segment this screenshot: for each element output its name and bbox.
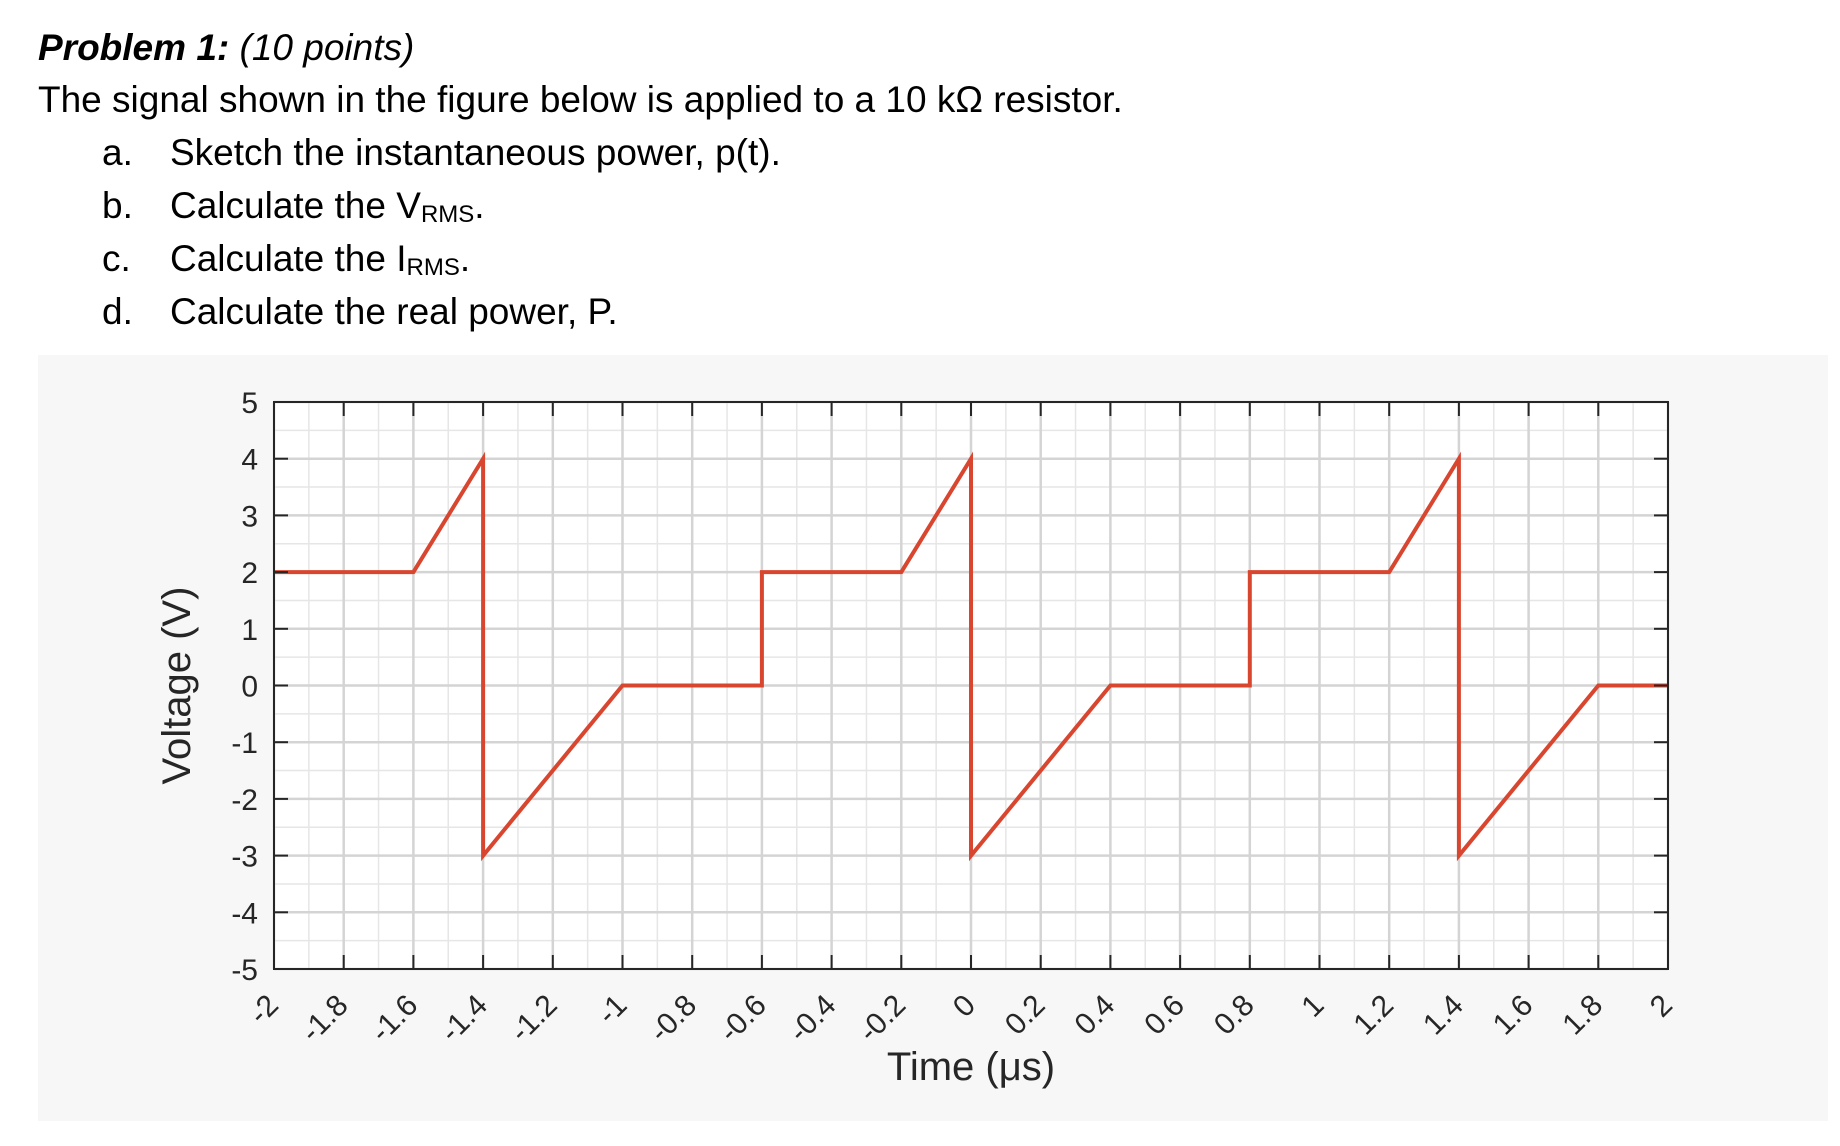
question-letter: b. <box>102 185 133 226</box>
y-tick-label: 0 <box>241 671 258 704</box>
x-tick-label: -0.6 <box>713 989 773 1049</box>
problem-title: Problem 1: (10 points) <box>38 22 1638 74</box>
question-list: a. Sketch the instantaneous power, p(t). … <box>38 126 1638 338</box>
question-text-main: Sketch the instantaneous power, p(t). <box>170 132 781 173</box>
x-tick-label: 0.8 <box>1208 989 1261 1042</box>
problem-statement: Problem 1: (10 points) The signal shown … <box>38 22 1638 338</box>
question-subscript: RMS <box>406 254 460 281</box>
x-tick-label: 0.4 <box>1069 989 1122 1042</box>
x-tick-label: 1.8 <box>1556 989 1609 1042</box>
y-tick-label: 5 <box>241 387 258 420</box>
x-tick-label: 1 <box>1295 989 1330 1024</box>
question-text: Calculate the real power, P. <box>170 285 618 347</box>
y-tick-label: 1 <box>241 614 258 647</box>
x-tick-label: 0 <box>947 989 982 1024</box>
x-tick-label: -1 <box>591 989 633 1031</box>
x-tick-label: 1.2 <box>1347 989 1400 1042</box>
problem-heading: Problem 1: <box>38 27 230 68</box>
question-text: Calculate the IRMS. <box>170 232 470 294</box>
x-tick-label: 0.6 <box>1138 989 1191 1042</box>
question-text-end: . <box>474 185 485 226</box>
x-tick-label: -1.6 <box>364 989 424 1049</box>
x-tick-label: -1.8 <box>295 989 355 1049</box>
x-axis-label: Time (μs) <box>887 1045 1055 1089</box>
question-item: d. Calculate the real power, P. <box>38 285 1638 338</box>
y-tick-label: -4 <box>231 897 258 930</box>
x-tick-label: -1.4 <box>434 989 494 1049</box>
x-tick-label: -0.2 <box>852 989 912 1049</box>
question-item: c. Calculate the IRMS. <box>38 232 1638 285</box>
x-tick-label: -2 <box>243 989 285 1031</box>
y-tick-label: -3 <box>231 841 258 874</box>
problem-points: (10 points) <box>239 27 415 68</box>
data-series-line <box>274 451 1668 862</box>
question-letter: d. <box>102 291 133 332</box>
x-tick-label: 1.6 <box>1487 989 1540 1042</box>
y-tick-label: -1 <box>231 727 258 760</box>
x-tick-label: -0.8 <box>643 989 703 1049</box>
problem-intro: The signal shown in the figure below is … <box>38 79 1123 120</box>
question-item: a. Sketch the instantaneous power, p(t). <box>38 126 1638 179</box>
x-tick-label: 0.2 <box>999 989 1052 1042</box>
y-tick-label: 2 <box>241 557 258 590</box>
y-tick-label: -2 <box>231 784 258 817</box>
x-tick-label: 1.4 <box>1417 989 1470 1042</box>
question-text-main: Calculate the real power, P. <box>170 291 618 332</box>
question-text-end: . <box>459 238 471 279</box>
x-tick-label: 2 <box>1644 989 1679 1024</box>
y-axis-label: Voltage (V) <box>155 587 199 785</box>
x-tick-label: -1.2 <box>504 989 564 1049</box>
question-text-main: Calculate the V <box>170 185 421 226</box>
x-tick-label: -0.4 <box>783 989 843 1049</box>
question-text: Calculate the VRMS. <box>170 179 485 241</box>
question-letter: a. <box>102 132 133 173</box>
y-tick-label: 3 <box>241 500 258 533</box>
voltage-chart: 5 4 3 2 1 0 -1 -2 -3 -4 -5 -2 -1.8 -1.6 -1.4 -1.2 -1 -0.8… <box>38 355 1828 1121</box>
question-text: Sketch the instantaneous power, p(t). <box>170 126 781 188</box>
question-subscript: RMS <box>420 201 475 228</box>
question-text-main: Calculate the I <box>170 238 407 279</box>
question-letter: c. <box>102 238 131 279</box>
y-tick-label: 4 <box>241 444 258 477</box>
y-tick-label: -5 <box>231 954 258 987</box>
question-item: b. Calculate the VRMS. <box>38 179 1638 232</box>
